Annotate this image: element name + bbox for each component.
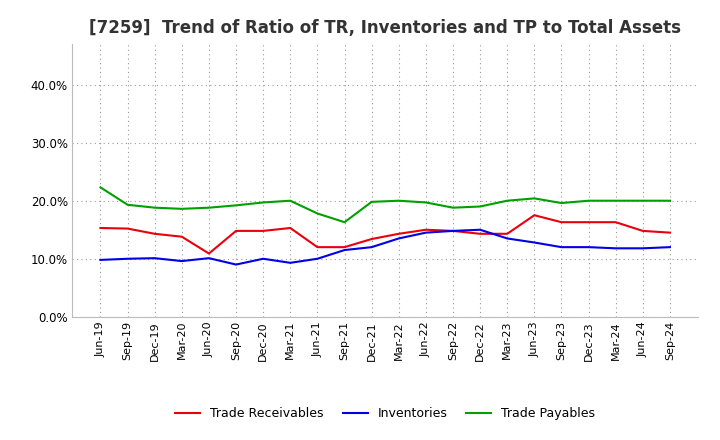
Trade Payables — [530, 196, 539, 201]
Trade Payables — [557, 200, 566, 205]
Inventories — [611, 246, 620, 251]
Inventories — [395, 236, 403, 241]
Trade Receivables — [449, 228, 457, 234]
Trade Payables — [178, 206, 186, 212]
Trade Payables — [611, 198, 620, 203]
Trade Payables — [232, 203, 240, 208]
Trade Payables — [96, 185, 105, 190]
Legend: Trade Receivables, Inventories, Trade Payables: Trade Receivables, Inventories, Trade Pa… — [170, 402, 600, 425]
Inventories — [123, 256, 132, 261]
Inventories — [259, 256, 268, 261]
Trade Receivables — [178, 234, 186, 239]
Trade Receivables — [611, 220, 620, 225]
Line: Trade Receivables: Trade Receivables — [101, 215, 670, 253]
Trade Payables — [639, 198, 647, 203]
Trade Receivables — [232, 228, 240, 234]
Trade Receivables — [421, 227, 430, 232]
Line: Trade Payables: Trade Payables — [101, 187, 670, 222]
Inventories — [313, 256, 322, 261]
Inventories — [421, 230, 430, 235]
Inventories — [178, 258, 186, 264]
Trade Receivables — [313, 245, 322, 250]
Trade Payables — [341, 220, 349, 225]
Inventories — [530, 240, 539, 245]
Trade Receivables — [286, 225, 294, 231]
Inventories — [503, 236, 511, 241]
Inventories — [204, 256, 213, 261]
Trade Receivables — [123, 226, 132, 231]
Trade Payables — [395, 198, 403, 203]
Inventories — [557, 245, 566, 250]
Inventories — [449, 228, 457, 234]
Trade Receivables — [96, 225, 105, 231]
Inventories — [286, 260, 294, 265]
Trade Receivables — [367, 236, 376, 242]
Trade Payables — [313, 211, 322, 216]
Trade Payables — [421, 200, 430, 205]
Trade Receivables — [530, 213, 539, 218]
Trade Payables — [449, 205, 457, 210]
Trade Receivables — [259, 228, 268, 234]
Trade Payables — [665, 198, 674, 203]
Trade Receivables — [639, 228, 647, 234]
Trade Receivables — [584, 220, 593, 225]
Inventories — [639, 246, 647, 251]
Trade Payables — [150, 205, 159, 210]
Trade Payables — [204, 205, 213, 210]
Trade Receivables — [395, 231, 403, 236]
Inventories — [150, 256, 159, 261]
Trade Payables — [476, 204, 485, 209]
Inventories — [476, 227, 485, 232]
Inventories — [341, 247, 349, 253]
Inventories — [96, 257, 105, 263]
Trade Payables — [503, 198, 511, 203]
Trade Payables — [123, 202, 132, 207]
Trade Receivables — [665, 230, 674, 235]
Trade Receivables — [341, 245, 349, 250]
Inventories — [584, 245, 593, 250]
Trade Receivables — [204, 251, 213, 256]
Inventories — [232, 262, 240, 267]
Trade Receivables — [476, 231, 485, 236]
Trade Payables — [584, 198, 593, 203]
Trade Receivables — [503, 231, 511, 236]
Trade Receivables — [557, 220, 566, 225]
Inventories — [665, 245, 674, 250]
Trade Payables — [286, 198, 294, 203]
Inventories — [367, 245, 376, 250]
Title: [7259]  Trend of Ratio of TR, Inventories and TP to Total Assets: [7259] Trend of Ratio of TR, Inventories… — [89, 19, 681, 37]
Trade Payables — [367, 199, 376, 205]
Line: Inventories: Inventories — [101, 230, 670, 264]
Trade Receivables — [150, 231, 159, 236]
Trade Payables — [259, 200, 268, 205]
